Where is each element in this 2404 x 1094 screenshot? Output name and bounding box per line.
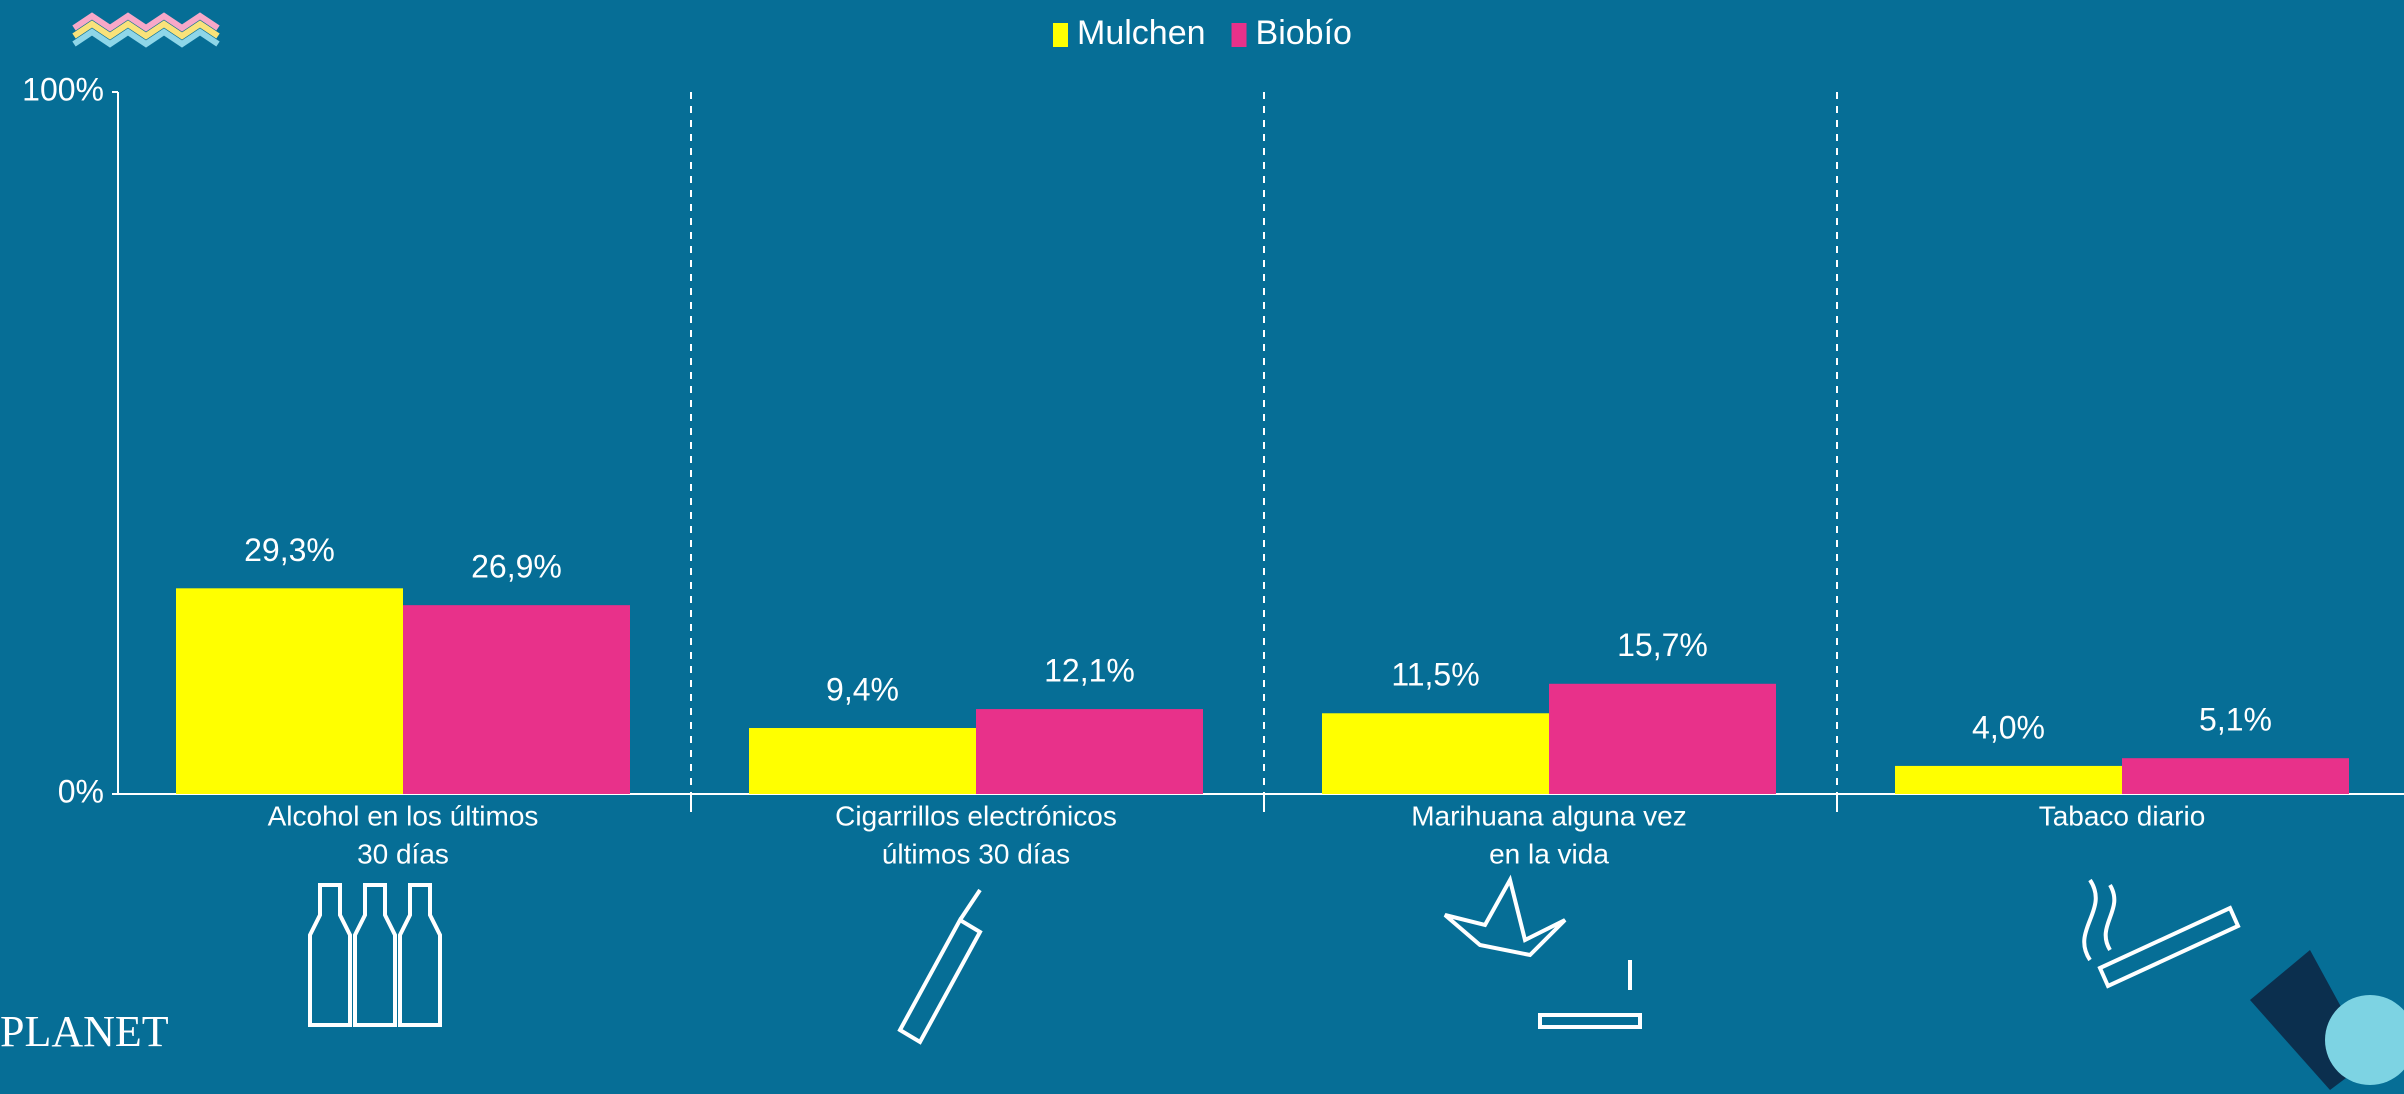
x-tick-label: Alcohol en los últimos [268,800,539,831]
bar [403,605,630,794]
value-label: 15,7% [1617,627,1708,663]
value-label: 11,5% [1391,657,1479,693]
legend-label: Mulchen [1077,14,1206,52]
legend-swatch [1053,23,1068,47]
value-label: 26,9% [471,549,562,585]
bar [976,709,1203,794]
bar [1549,684,1776,794]
background [0,0,2404,1094]
value-label: 29,3% [244,532,335,568]
x-tick-label: en la vida [1489,838,1609,869]
x-tick-label: 30 días [357,838,449,869]
bar [176,588,403,794]
bar [1322,713,1549,794]
logo-text: PLANET [0,1007,169,1056]
value-label: 9,4% [826,671,899,707]
bar [749,728,976,794]
bar [2122,758,2349,794]
y-tick-label: 0% [58,773,104,809]
x-tick-label: últimos 30 días [882,838,1070,869]
legend-label: Biobío [1256,14,1352,52]
x-tick-label: Marihuana alguna vez [1411,800,1687,831]
value-label: 12,1% [1044,653,1135,689]
x-tick-label: Tabaco diario [2039,800,2206,831]
value-label: 5,1% [2199,702,2272,738]
chart: PLANET 0% 100% Mulchen Biobío Alcohol en los… [0,0,2404,1094]
legend-swatch [1232,23,1247,47]
value-label: 4,0% [1972,709,2045,745]
y-tick-label: 100% [22,71,104,107]
bar [1895,766,2122,794]
x-tick-label: Cigarrillos electrónicos [835,800,1117,831]
